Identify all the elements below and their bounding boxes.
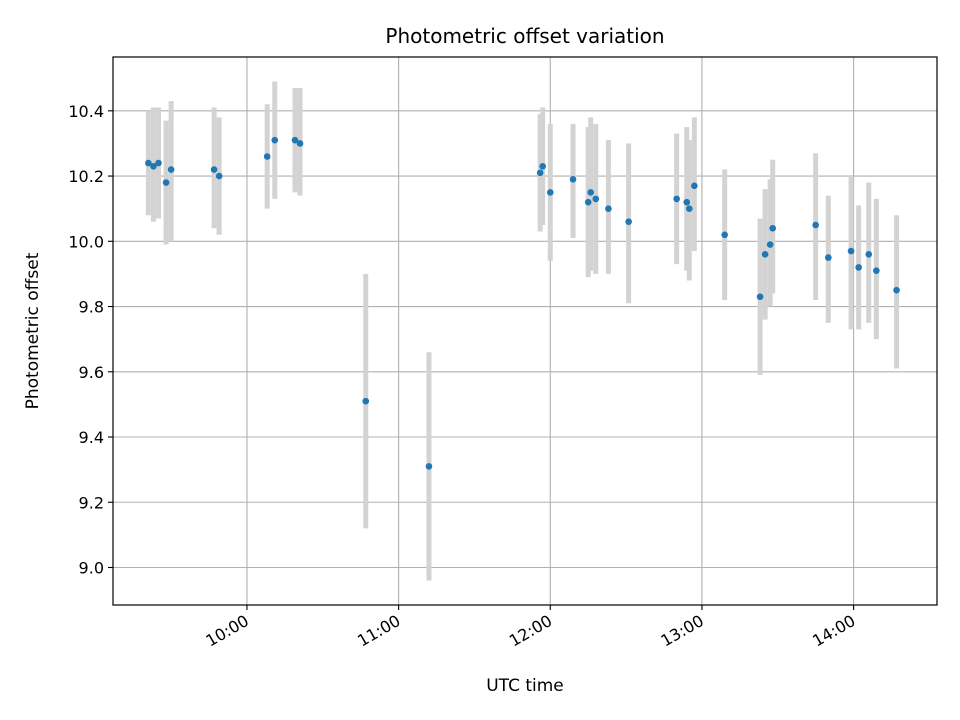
data-point — [683, 198, 691, 206]
data-point — [756, 293, 764, 301]
plot-frame — [112, 56, 938, 606]
data-point — [263, 153, 271, 160]
data-point — [721, 231, 728, 239]
data-point — [546, 189, 554, 196]
y-tick-label: 9.0 — [79, 558, 104, 577]
data-point — [865, 251, 873, 258]
data-point — [150, 162, 157, 170]
x-axis-label: UTC time — [486, 676, 564, 696]
y-tick-label: 9.6 — [79, 363, 104, 382]
data-point — [592, 195, 600, 203]
data-point — [162, 179, 170, 186]
data-point — [155, 159, 162, 167]
data-point — [855, 264, 862, 271]
chart-title: Photometric offset variation — [385, 24, 664, 48]
data-markers — [145, 136, 900, 470]
data-point — [893, 286, 900, 294]
data-point — [761, 251, 769, 258]
data-point — [569, 176, 577, 183]
y-tick-label: 10.2 — [68, 167, 104, 186]
y-tick-label: 10.0 — [68, 232, 104, 251]
y-axis-ticks: 9.0 9.2 9.4 9.6 9.8 10.0 10.2 10.4 — [68, 102, 113, 577]
data-point — [536, 169, 544, 177]
data-point — [291, 136, 299, 144]
data-point — [167, 166, 175, 173]
data-point — [584, 198, 592, 206]
data-point — [812, 221, 819, 229]
data-point — [145, 159, 152, 167]
y-tick-label: 9.8 — [79, 298, 104, 317]
data-point — [873, 267, 880, 274]
y-tick-label: 9.2 — [79, 493, 104, 512]
data-point — [587, 189, 595, 196]
data-point — [271, 136, 279, 144]
data-point — [296, 140, 304, 147]
data-point — [825, 254, 832, 261]
y-tick-label: 9.4 — [79, 428, 104, 447]
data-point — [425, 463, 433, 470]
data-point — [539, 162, 546, 170]
data-point — [685, 205, 693, 212]
data-point — [605, 205, 612, 212]
data-point — [210, 166, 218, 173]
data-point — [215, 172, 223, 180]
data-point — [625, 218, 632, 226]
data-point — [673, 195, 680, 203]
data-point — [691, 182, 698, 190]
data-point — [362, 397, 370, 405]
y-axis-label: Photometric offset — [23, 252, 43, 409]
data-point — [766, 241, 774, 248]
data-point — [769, 224, 777, 232]
y-tick-label: 10.4 — [68, 102, 104, 121]
data-point — [847, 247, 855, 255]
